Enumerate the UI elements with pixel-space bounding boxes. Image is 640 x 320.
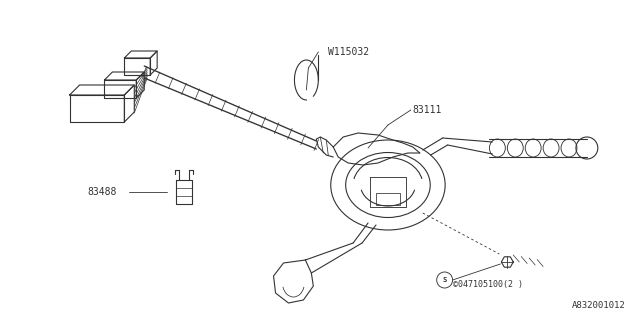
Text: 83111: 83111 [413,105,442,115]
Text: ©047105100(2 ): ©047105100(2 ) [452,279,523,289]
Text: S: S [442,277,447,283]
Text: A832001012: A832001012 [572,300,626,309]
Text: W115032: W115032 [328,47,369,57]
Text: 83488: 83488 [88,187,117,197]
